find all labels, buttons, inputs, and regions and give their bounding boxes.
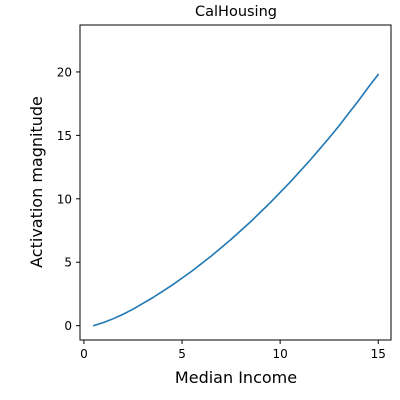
y-tick-label: 20 [57,65,72,79]
chart-title: CalHousing [195,4,277,20]
plot-frame [79,24,392,341]
y-tick-label: 0 [64,319,72,333]
x-axis-label: Median Income [175,368,297,387]
y-axis-label: Activation magnitude [27,96,46,268]
x-axis: 0 5 10 15 [80,340,386,361]
y-axis: 0 5 10 15 20 [57,65,80,333]
x-tick-label: 10 [272,347,287,361]
y-tick-label: 15 [57,129,72,143]
y-tick-label: 10 [57,192,72,206]
x-tick-label: 0 [80,347,88,361]
series-layer [92,73,380,327]
x-tick-label: 15 [371,347,386,361]
x-tick-label: 5 [178,347,186,361]
series-line-activation [92,73,380,327]
y-tick-label: 5 [64,256,72,270]
